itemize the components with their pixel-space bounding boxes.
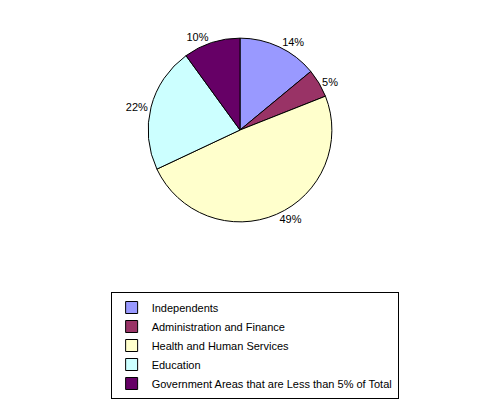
svg-text:22%: 22% <box>126 101 148 113</box>
svg-text:Government Areas that are Less: Government Areas that are Less than 5% o… <box>152 378 392 390</box>
svg-text:Administration and Finance: Administration and Finance <box>152 321 285 333</box>
svg-text:5%: 5% <box>322 76 338 88</box>
svg-text:Health and Human Services: Health and Human Services <box>152 340 289 352</box>
svg-text:10%: 10% <box>186 31 208 43</box>
svg-text:49%: 49% <box>280 213 302 225</box>
svg-text:14%: 14% <box>282 36 304 48</box>
svg-text:Independents: Independents <box>152 302 219 314</box>
svg-text:Education: Education <box>152 359 201 371</box>
